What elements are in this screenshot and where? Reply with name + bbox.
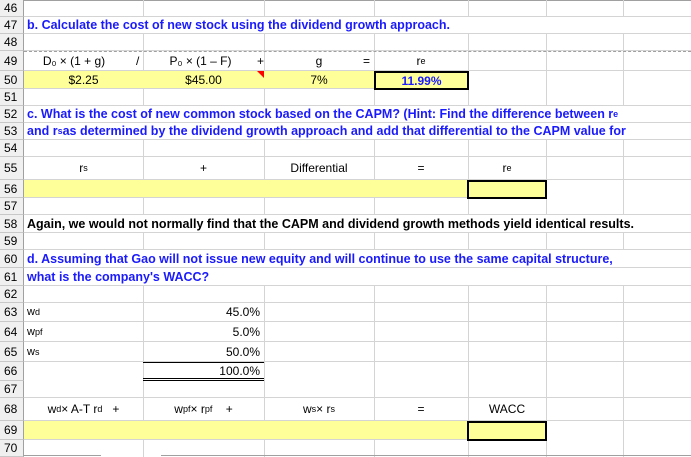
row-56-input[interactable] [24,180,468,198]
row-50[interactable]: $2.25 $45.00 7% [24,71,444,89]
cell-D50-re-result[interactable]: 11.99% [374,71,469,90]
row-51[interactable] [24,89,691,106]
cell-E69-wacc-result[interactable] [467,421,547,441]
row-header-55[interactable]: 55 [0,157,24,180]
row-header-70[interactable]: 70 [0,440,24,457]
divide-operator: / [136,53,140,68]
row-header-49[interactable]: 49 [0,51,24,71]
cell-B50-denominator[interactable]: $45.00 [185,72,222,87]
part-d-title-line1: d. Assuming that Gao will not issue new … [27,251,613,266]
row-header-51[interactable]: 51 [0,89,24,106]
row-header-46[interactable]: 46 [0,0,24,17]
row-54[interactable] [24,140,691,157]
row-61[interactable]: what is the company's WACC? [24,268,691,286]
row-header-67[interactable]: 67 [0,381,24,398]
cell-E68-wacc-label[interactable]: WACC [488,402,526,416]
row-header-68[interactable]: 68 [0,398,24,421]
cell-E56-re-result[interactable] [467,180,547,199]
row-header-62[interactable]: 62 [0,286,24,303]
row-58[interactable]: Again, we would not normally find that t… [24,215,691,233]
row-header-53[interactable]: 53 [0,123,24,140]
row-69-input[interactable] [24,421,468,440]
equals-operator: = [363,53,371,68]
row-header-50[interactable]: 50 [0,71,24,89]
row-header-63[interactable]: 63 [0,303,24,322]
cell-A64-wpf-label[interactable]: w pf [27,325,43,338]
row-header-57[interactable]: 57 [0,198,24,215]
row-header-60[interactable]: 60 [0,250,24,268]
row-header-47[interactable]: 47 [0,17,24,34]
dashed-separator [24,51,691,52]
cell-A49-numerator-label[interactable]: D₀ × (1 + g) [42,53,106,68]
row-header-56[interactable]: 56 [0,180,24,198]
row-67[interactable] [24,381,691,398]
row-header-54[interactable]: 54 [0,140,24,157]
row-header-61[interactable]: 61 [0,268,24,286]
row-46[interactable] [24,0,691,17]
row-header-48[interactable]: 48 [0,34,24,51]
row-header-58[interactable]: 58 [0,215,24,233]
cell-D68-equals[interactable]: = [417,402,425,416]
row-48[interactable] [24,34,691,51]
row-header-52[interactable]: 52 [0,106,24,123]
cell-B66-weights-total[interactable]: 100.0% [143,362,264,381]
row-64[interactable]: w pf 5.0% [24,322,691,342]
row-57[interactable] [24,198,691,215]
row-66[interactable]: 100.0% [24,362,691,381]
part-d-title-line2: what is the company's WACC? [27,269,210,284]
shape-edge-left [24,455,101,456]
cell-B55-plus[interactable]: + [199,161,207,175]
comment-indicator-icon[interactable] [257,71,264,78]
row-62[interactable] [24,286,691,303]
row-59[interactable] [24,233,691,250]
plus-operator: + [257,53,265,68]
row-header-69[interactable]: 69 [0,421,24,440]
cell-B68-term2[interactable]: w pf × r pf + [174,402,233,416]
top-border [0,0,691,1]
cell-C50-g[interactable]: 7% [310,72,328,87]
note-text: Again, we would not normally find that t… [27,216,634,231]
part-b-title: b. Calculate the cost of new stock using… [27,18,450,32]
cell-A50-numerator[interactable]: $2.25 [68,72,99,87]
row-header-59[interactable]: 59 [0,233,24,250]
row-header-64[interactable]: 64 [0,322,24,342]
part-c-title-line1: c. What is the cost of new common stock … [27,107,619,121]
row-60[interactable]: d. Assuming that Gao will not issue new … [24,250,691,268]
cell-B64-wpf-value[interactable]: 5.0% [232,324,260,339]
cell-C55-differential-label[interactable]: Differential [290,161,348,175]
row-header-66[interactable]: 66 [0,362,24,381]
cell-B63-wd-value[interactable]: 45.0% [225,305,260,319]
cell-B65-ws-value[interactable]: 50.0% [225,344,260,359]
row-header-65[interactable]: 65 [0,342,24,362]
row-52[interactable]: c. What is the cost of new common stock … [24,106,691,123]
cell-C49-g-label[interactable]: g [315,53,323,68]
row-47[interactable]: b. Calculate the cost of new stock using… [24,17,691,34]
cell-B49-denominator-label[interactable]: P₀ × (1 – F) [169,53,232,68]
cell-D55-equals[interactable]: = [417,161,425,175]
shape-edge-right [161,455,691,456]
